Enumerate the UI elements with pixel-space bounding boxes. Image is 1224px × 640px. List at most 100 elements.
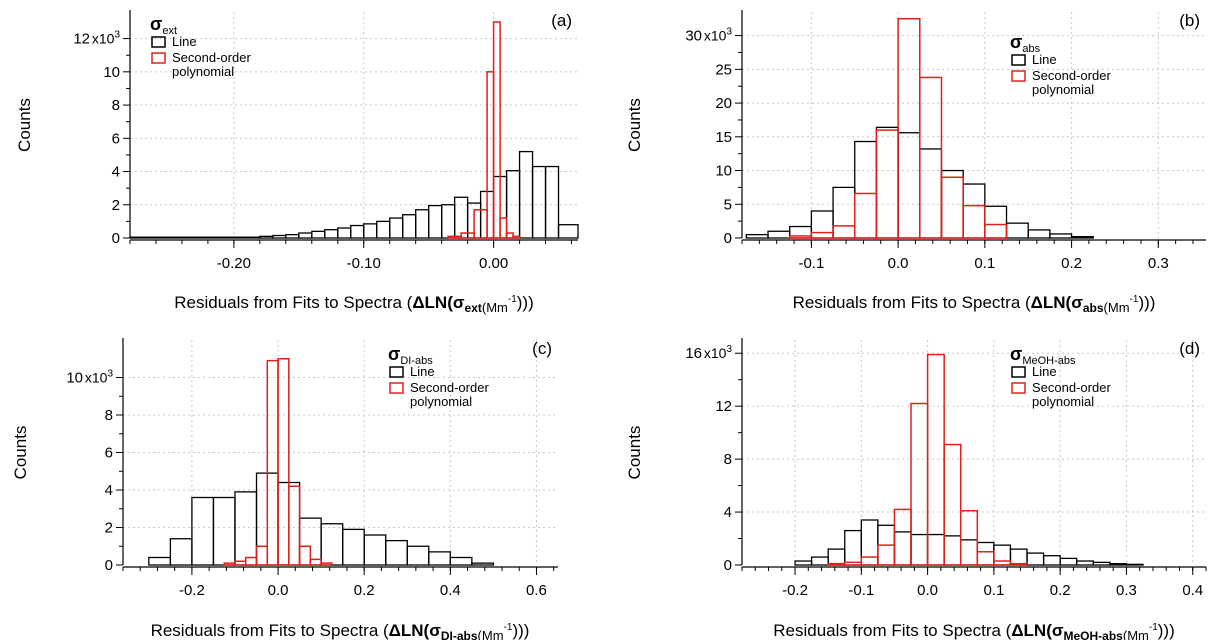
x-label-sigma: σ	[1071, 293, 1083, 312]
legend-swatch	[1011, 54, 1026, 66]
legend-label-continued: polynomial	[410, 394, 472, 409]
y-tick-label-number: 16	[685, 345, 702, 362]
x-label-subscript: ext	[465, 301, 482, 315]
chart-panel-2: -0.2 0.0 0.2 0.4 0.6 0 2 4 6 8 10 x103 Counts Residua…	[11, 338, 558, 640]
legend-swatch	[1011, 70, 1026, 82]
histogram-bar	[309, 558, 322, 566]
histogram-bar	[266, 359, 279, 566]
y-tick-label: 8	[105, 407, 113, 424]
x-tick-label: 0.3	[1116, 582, 1137, 599]
histogram-bar	[298, 232, 313, 239]
y-tick-label: 12	[73, 31, 90, 48]
y-axis-label: Counts	[625, 426, 644, 480]
chart-panel-3: -0.2 -0.1 0.0 0.1 0.2 0.3 0.4 0 4 8 12 16 x103 Counts…	[625, 338, 1207, 640]
histogram-bar	[234, 560, 247, 566]
legend-label: Second-order	[1032, 380, 1111, 395]
histogram-bar	[234, 491, 258, 566]
x-tick-label: -0.2	[782, 582, 808, 599]
legend-label: Line	[1032, 52, 1057, 67]
series-1	[447, 21, 521, 239]
y-tick-label: 4	[105, 482, 113, 499]
histogram-bar	[342, 528, 365, 566]
histogram-bar	[428, 204, 443, 239]
x-axis-label: Residuals from Fits to Spectra (ΔLN(σext…	[174, 293, 534, 315]
histogram-bar	[212, 496, 236, 566]
legend-title-sigma: σ	[388, 344, 400, 364]
histogram-bar	[288, 485, 301, 566]
y-tick-label: 0	[112, 230, 120, 247]
histogram-bar	[854, 140, 878, 239]
x-tick-label: 0.4	[440, 582, 461, 599]
histogram-bar	[337, 227, 352, 239]
series-1	[223, 358, 333, 566]
histogram-bar	[244, 556, 258, 566]
x-tick-label: -0.1	[798, 255, 824, 272]
legend-label-continued: polynomial	[172, 64, 234, 79]
histogram-bar	[441, 204, 456, 239]
legend-label-continued: polynomial	[1032, 394, 1094, 409]
y-axis-multiplier: x103	[85, 369, 114, 386]
histogram-bar	[893, 531, 912, 566]
legend-title: σabs	[1010, 32, 1041, 55]
legend-title: σext	[150, 14, 177, 37]
histogram-bar	[788, 235, 813, 239]
x-label-delta: ΔLN(	[412, 293, 453, 312]
histogram-bar	[1070, 236, 1094, 239]
y-tick-label: 30	[685, 28, 702, 45]
x-label-sigma: σ	[453, 293, 465, 312]
histogram-bar	[277, 358, 290, 566]
x-axis-label: Residuals from Fits to Spectra (ΔLN(σDI-…	[151, 621, 530, 640]
histogram-bar	[827, 548, 846, 566]
x-tick-label: 0.0	[268, 582, 289, 599]
histogram-bar	[499, 217, 508, 239]
x-tick-label: 0.2	[1050, 582, 1071, 599]
x-label-suffix: )))	[517, 293, 534, 312]
legend-swatch	[151, 52, 166, 64]
histogram-bar	[471, 562, 495, 566]
y-tick-label-number: 30	[685, 28, 702, 45]
histogram-bar	[853, 192, 878, 239]
legend-title-subscript: DI-abs	[400, 355, 433, 367]
legend-swatch	[389, 382, 404, 394]
histogram-bar	[191, 496, 215, 566]
legend-label: Line	[172, 34, 197, 49]
histogram-bar	[505, 170, 521, 239]
histogram-bar	[745, 233, 769, 239]
y-multiplier-exponent: 3	[726, 27, 732, 38]
y-tick-label: 5	[724, 196, 732, 213]
legend-title-subscript: abs	[1022, 43, 1040, 55]
x-label-exponent: -1	[1149, 622, 1158, 633]
histogram-bar	[827, 562, 846, 566]
histogram-bar	[324, 229, 339, 239]
x-label-delta: ΔLN(	[389, 621, 430, 640]
histogram-bar	[298, 545, 312, 566]
histogram-bar	[1049, 233, 1073, 239]
histogram-bar	[959, 509, 979, 566]
histogram-bar	[962, 204, 986, 239]
x-label-subscript: abs	[1083, 301, 1104, 315]
histogram-bar	[449, 556, 473, 566]
histogram-bar	[910, 402, 929, 566]
legend-title: σDI-abs	[388, 344, 433, 367]
histogram-bar	[259, 235, 274, 239]
histogram-bar	[544, 165, 560, 239]
x-tick-label: 0.6	[526, 582, 547, 599]
histogram-bar	[363, 223, 378, 239]
histogram-bar	[376, 220, 391, 239]
series-0	[129, 150, 579, 239]
y-multiplier-base: x10	[85, 370, 108, 386]
x-label-prefix: Residuals from Fits to Spectra (	[174, 293, 412, 312]
histogram-bar	[505, 232, 514, 239]
series-0	[794, 519, 1144, 566]
x-label-exponent: -1	[508, 294, 517, 305]
x-label-suffix: )))	[1158, 621, 1175, 640]
histogram-bar	[832, 186, 856, 239]
chart-panel-0: -0.20 -0.10 0.00 0 2 4 6 8 10 12 x103 Counts Residua…	[15, 10, 579, 315]
histogram-bar	[767, 230, 791, 239]
histogram-bar	[320, 523, 344, 566]
y-tick-label: 4	[112, 164, 120, 181]
y-tick-label: 2	[105, 520, 113, 537]
x-tick-label: -0.2	[179, 582, 205, 599]
y-tick-label: 16	[685, 345, 702, 362]
